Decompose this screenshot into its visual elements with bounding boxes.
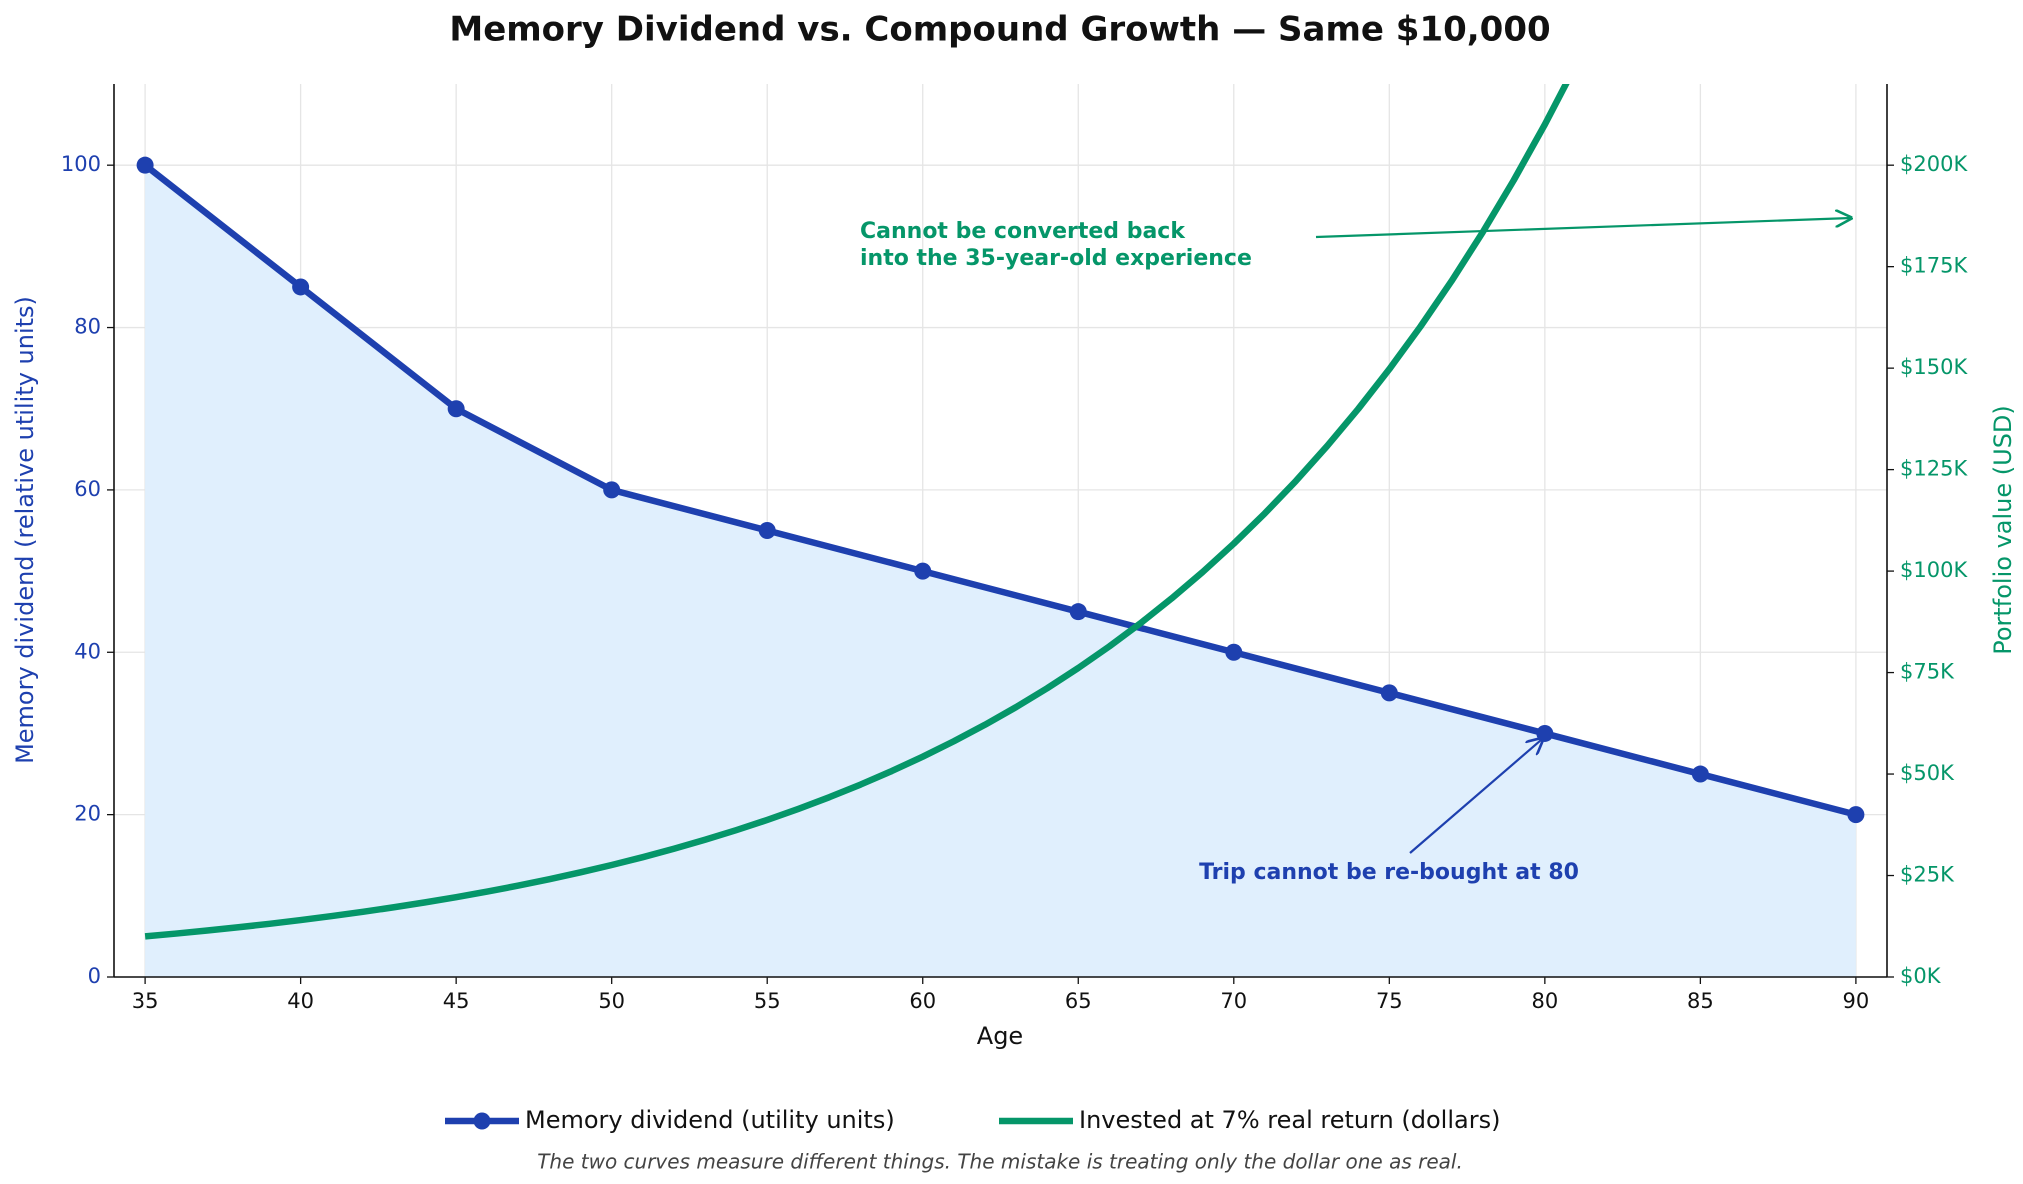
y2-tick-label: $0K: [1900, 964, 1942, 988]
annotation-arrow: [1315, 218, 1851, 239]
y2-tick-label: $100K: [1900, 558, 1968, 582]
y-axis-label: Memory dividend (relative utility units): [11, 296, 39, 764]
footnote: The two curves measure different things.…: [537, 1150, 1463, 1174]
y2-tick-label: $200K: [1900, 152, 1968, 176]
plot-area: [136, 84, 1865, 977]
x-tick-label: 65: [1065, 989, 1092, 1013]
data-point: [1536, 724, 1554, 742]
data-point: [1847, 806, 1865, 824]
legend-marker: [473, 1112, 491, 1130]
series-line: [144, 84, 1570, 940]
y2-tick-label: $50K: [1900, 761, 1955, 785]
y2-axis-label: Portfolio value (USD): [1989, 405, 2017, 655]
data-point: [758, 522, 776, 539]
data-point: [1691, 765, 1709, 783]
legend-label: Memory dividend (utility units): [525, 1106, 895, 1134]
y2-tick-label: $75K: [1900, 660, 1955, 684]
x-tick-label: 80: [1531, 989, 1558, 1013]
y2-tick-label: $150K: [1900, 355, 1968, 379]
y-tick-label: 80: [74, 315, 101, 339]
data-point: [914, 562, 932, 580]
data-point: [292, 278, 310, 296]
x-tick-label: 60: [909, 989, 936, 1013]
annotation-text: into the 35-year-old experience: [860, 246, 1252, 271]
y-tick-label: 60: [74, 477, 101, 501]
chart-title: Memory Dividend vs. Compound Growth — Sa…: [449, 10, 1550, 50]
x-axis-label: Age: [977, 1022, 1023, 1050]
x-tick-label: 35: [132, 989, 159, 1013]
series-line: [143, 162, 1857, 818]
annotation-text: Cannot be converted back: [860, 219, 1186, 244]
data-point: [1069, 603, 1087, 621]
y-tick-label: 40: [74, 639, 101, 663]
data-point: [136, 156, 154, 174]
x-tick-label: 85: [1687, 989, 1714, 1013]
data-point: [1380, 684, 1398, 702]
data-point: [603, 481, 621, 499]
y2-tick-label: $175K: [1900, 254, 1968, 278]
x-tick-label: 45: [443, 989, 470, 1013]
x-tick-label: 50: [598, 989, 625, 1013]
x-tick-label: 70: [1220, 989, 1247, 1013]
y-tick-label: 100: [61, 152, 101, 176]
x-tick-label: 90: [1843, 989, 1870, 1013]
annotation-text: Trip cannot be re-bought at 80: [1199, 860, 1579, 885]
y2-tick-label: $25K: [1900, 863, 1955, 887]
x-tick-label: 55: [754, 989, 781, 1013]
y-tick-label: 0: [88, 964, 101, 988]
area-fill: [145, 165, 1856, 977]
legend-label: Invested at 7% real return (dollars): [1079, 1106, 1500, 1134]
x-tick-label: 75: [1376, 989, 1403, 1013]
data-point: [1225, 643, 1243, 661]
data-point: [447, 400, 465, 418]
x-tick-label: 40: [287, 989, 314, 1013]
y2-tick-label: $125K: [1900, 457, 1968, 481]
annotation-arrow: [1409, 738, 1543, 854]
y-tick-label: 20: [74, 802, 101, 826]
